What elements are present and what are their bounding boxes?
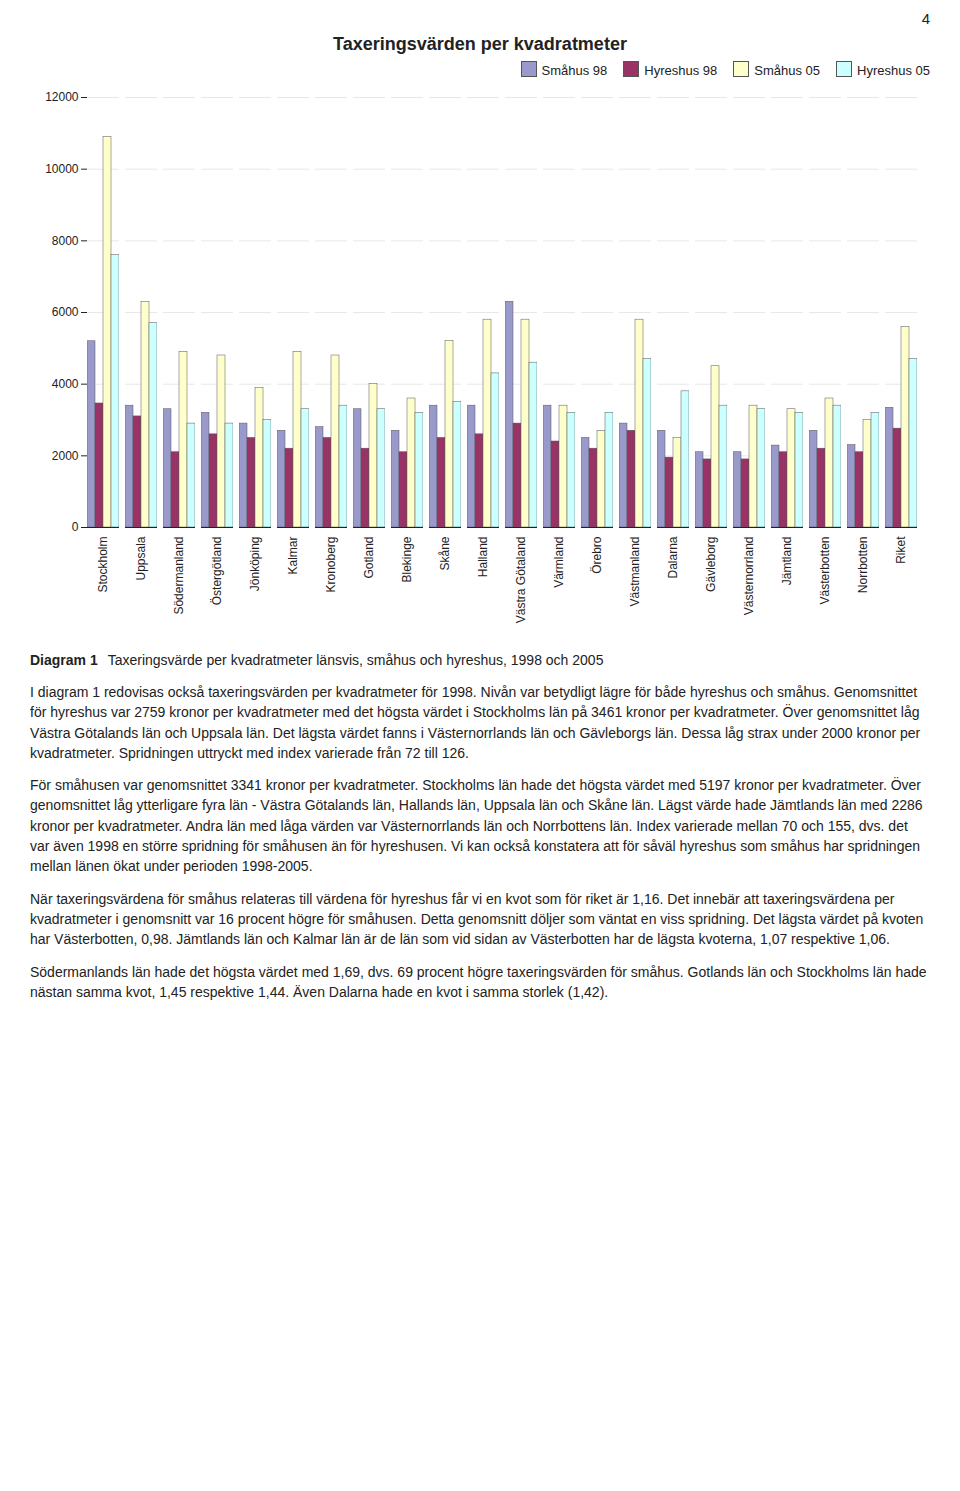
html-text:När taxeringsvärdena för småhu: När taxeringsvärdena för småhus relatera… bbox=[30, 890, 924, 948]
svg-text:2000: 2000 bbox=[52, 449, 79, 463]
svg-text:Örebro: Örebro bbox=[590, 536, 604, 574]
svg-text:Västmanland: Västmanland bbox=[628, 537, 642, 607]
svg-text:Östergötland: Östergötland bbox=[210, 537, 224, 606]
svg-text:Halland: Halland bbox=[476, 537, 490, 578]
html-text:Diagram 1: Diagram 1 bbox=[30, 652, 98, 668]
html-text:Hyreshus 98: Hyreshus 98 bbox=[644, 63, 718, 78]
html-text:Södermanlands län hade det hög: Södermanlands län hade det högsta värdet… bbox=[30, 963, 927, 1000]
svg-text:Västerbotten: Västerbotten bbox=[818, 537, 832, 605]
html-text:Hyreshus 05: Hyreshus 05 bbox=[857, 63, 930, 78]
html-text:Småhus 05: Småhus 05 bbox=[754, 63, 820, 78]
svg-text:4000: 4000 bbox=[52, 377, 79, 391]
svg-text:Uppsala: Uppsala bbox=[134, 536, 148, 580]
html-text:Taxeringsvärde per kvadratmete: Taxeringsvärde per kvadratmeter länsvis,… bbox=[107, 652, 604, 668]
html-text:Småhus 98: Småhus 98 bbox=[541, 63, 608, 78]
svg-text:Västra Götaland: Västra Götaland bbox=[514, 537, 528, 624]
svg-text:Skåne: Skåne bbox=[438, 536, 452, 570]
svg-text:Gotland: Gotland bbox=[362, 537, 376, 579]
svg-text:Gävleborg: Gävleborg bbox=[704, 537, 718, 592]
svg-text:Stockholm: Stockholm bbox=[96, 537, 110, 593]
html-text:För småhusen var genomsnittet: För småhusen var genomsnittet 3341 krono… bbox=[30, 777, 923, 875]
html-text:Taxeringsvärden per kvadratmet: Taxeringsvärden per kvadratmeter bbox=[333, 34, 627, 54]
svg-text:Riket: Riket bbox=[894, 536, 908, 564]
svg-text:6000: 6000 bbox=[52, 305, 79, 319]
svg-text:0: 0 bbox=[72, 520, 79, 534]
svg-text:12000: 12000 bbox=[45, 90, 79, 104]
html-text:4: 4 bbox=[921, 10, 930, 27]
svg-text:Norrbotten: Norrbotten bbox=[856, 537, 870, 594]
svg-text:Jönköping: Jönköping bbox=[248, 537, 262, 592]
html-text:I diagram 1 redovisas också ta: I diagram 1 redovisas också taxeringsvär… bbox=[30, 684, 921, 761]
svg-text:10000: 10000 bbox=[45, 162, 79, 176]
svg-text:Blekinge: Blekinge bbox=[400, 536, 414, 582]
svg-text:8000: 8000 bbox=[52, 234, 79, 248]
svg-text:Jämtland: Jämtland bbox=[780, 537, 794, 586]
svg-text:Kronoberg: Kronoberg bbox=[324, 537, 338, 593]
svg-text:Dalarna: Dalarna bbox=[666, 536, 680, 578]
svg-text:Värmland: Värmland bbox=[552, 537, 566, 588]
svg-text:Kalmar: Kalmar bbox=[286, 537, 300, 575]
svg-text:Västernorrland: Västernorrland bbox=[742, 537, 756, 616]
svg-text:Södermanland: Södermanland bbox=[172, 537, 186, 615]
